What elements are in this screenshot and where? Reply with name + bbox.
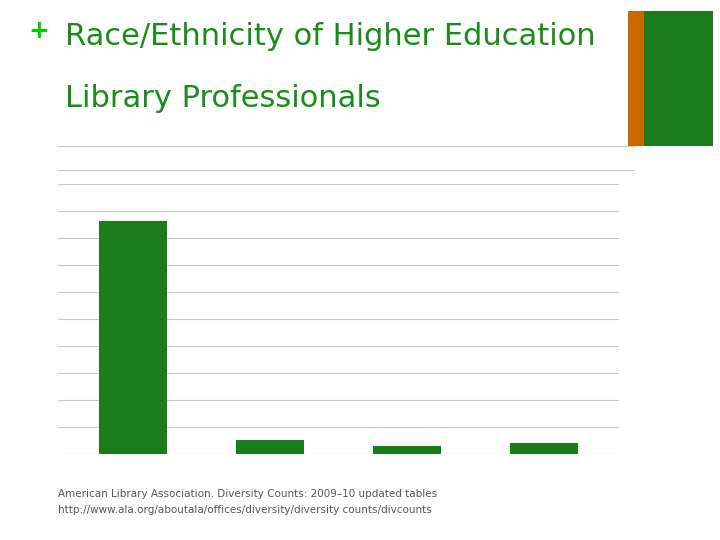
Bar <box>373 446 441 454</box>
Bar <box>510 443 578 454</box>
Bar <box>99 221 167 454</box>
Text: Race/Ethnicity of Higher Education: Race/Ethnicity of Higher Education <box>65 22 595 51</box>
Text: American Library Association. Diversity Counts: 2009–10 updated tables: American Library Association. Diversity … <box>58 489 437 499</box>
Text: Library Professionals: Library Professionals <box>65 84 381 113</box>
Bar <box>235 440 304 454</box>
Text: http://www.ala.org/aboutala/offices/diversity/diversity counts/divcounts: http://www.ala.org/aboutala/offices/dive… <box>58 505 431 515</box>
Text: +: + <box>29 19 50 43</box>
